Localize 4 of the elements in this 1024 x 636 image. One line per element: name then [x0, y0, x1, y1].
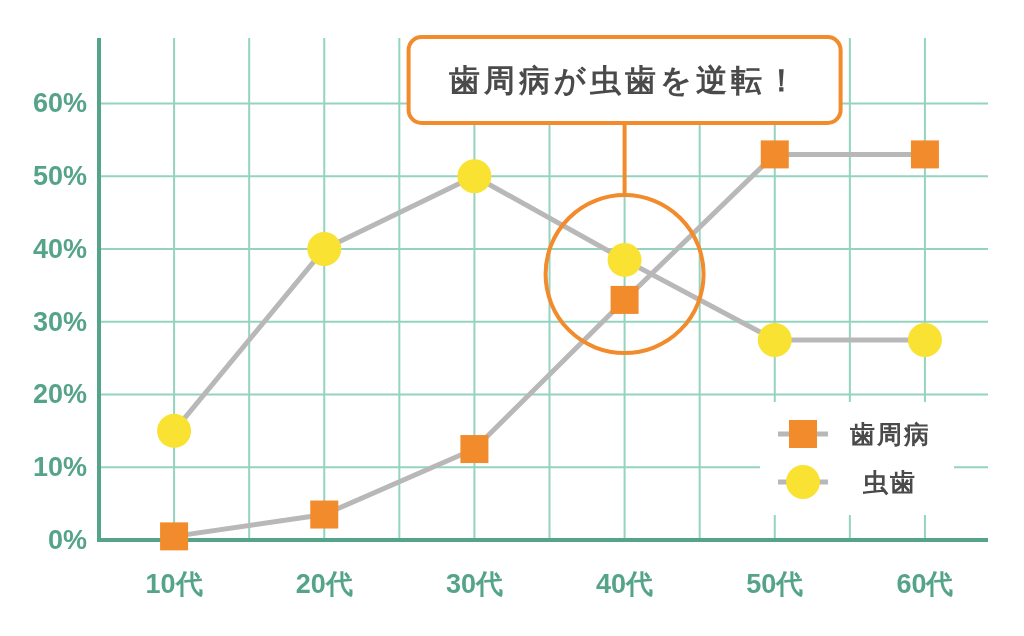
annotation: 歯周病が虫歯を逆転！ — [448, 62, 801, 98]
legend-label: 歯周病 — [848, 420, 931, 448]
annotation: 歯周病が虫歯を逆転！ — [406, 35, 843, 125]
legend-label: 虫歯 — [862, 468, 917, 496]
